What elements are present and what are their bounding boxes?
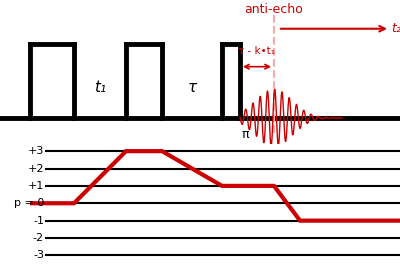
Text: t₂: t₂ bbox=[391, 22, 400, 35]
Text: anti-echo: anti-echo bbox=[245, 3, 303, 16]
Text: π: π bbox=[242, 128, 250, 141]
Text: τ: τ bbox=[188, 80, 196, 95]
Text: τ - k•t₁: τ - k•t₁ bbox=[238, 46, 276, 56]
Text: +2: +2 bbox=[28, 163, 44, 173]
Text: +1: +1 bbox=[28, 181, 44, 191]
Text: -2: -2 bbox=[33, 233, 44, 243]
Text: +3: +3 bbox=[28, 146, 44, 156]
Text: t₁: t₁ bbox=[94, 80, 106, 95]
Text: -3: -3 bbox=[33, 250, 44, 260]
Text: -1: -1 bbox=[33, 216, 44, 226]
Text: p = 0: p = 0 bbox=[14, 198, 44, 208]
